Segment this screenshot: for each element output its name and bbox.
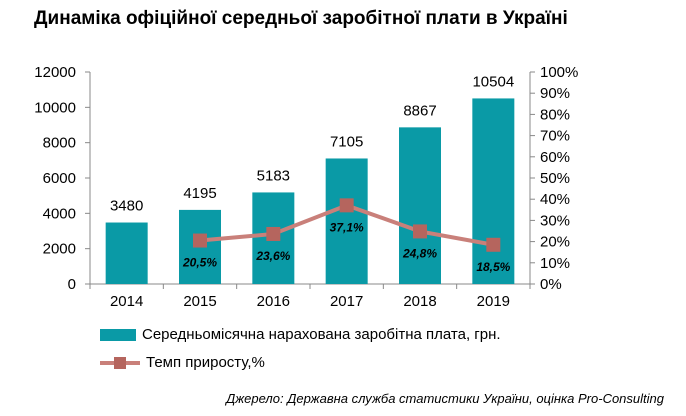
growth-rate-label: 24,8% (402, 246, 437, 260)
y-right-tick-label: 10% (540, 255, 570, 272)
source-note: Джерело: Державна служба статистики Укра… (226, 391, 664, 406)
y-right-tick-label: 50% (540, 170, 570, 187)
y-right-tick-label: 100% (540, 64, 578, 81)
chart-title: Динаміка офіційної середньої заробітної … (34, 8, 568, 29)
y-left-tick-label: 4000 (43, 205, 76, 222)
legend-item-growth: Темп приросту,% (100, 354, 265, 371)
y-right-tick-label: 80% (540, 106, 570, 123)
growth-rate-marker (413, 224, 427, 239)
bar-value-label: 10504 (472, 73, 514, 90)
growth-rate-label: 23,6% (255, 249, 290, 263)
legend-label-salary: Середньомісячна нарахована заробітна пла… (142, 326, 501, 343)
y-left-tick-label: 2000 (43, 241, 76, 258)
growth-rate-marker (193, 233, 207, 248)
growth-rate-label: 20,5% (182, 256, 217, 270)
legend-swatch-bar (100, 328, 136, 341)
y-left-tick-label: 8000 (43, 135, 76, 152)
legend-item-salary: Середньомісячна нарахована заробітна пла… (100, 326, 501, 343)
y-right-tick-label: 30% (540, 212, 570, 229)
bar-value-label: 8867 (403, 102, 436, 119)
x-tick-label: 2017 (330, 293, 363, 310)
y-left-tick-label: 6000 (43, 170, 76, 187)
y-right-tick-label: 0% (540, 276, 562, 293)
growth-rate-marker (266, 226, 281, 241)
legend-swatch-line (100, 356, 140, 370)
growth-rate-marker (486, 237, 501, 252)
bar-value-label: 7105 (330, 133, 363, 150)
x-tick-label: 2015 (183, 293, 216, 310)
x-tick-label: 2014 (110, 293, 143, 310)
growth-rate-label: 37,1% (330, 220, 364, 234)
y-right-tick-label: 40% (540, 191, 570, 208)
y-left-tick-label: 0 (68, 276, 76, 293)
bar-2014 (105, 222, 148, 284)
y-right-tick-label: 90% (540, 85, 570, 102)
bar-2017 (325, 158, 368, 284)
x-tick-label: 2019 (477, 293, 510, 310)
bar-value-label: 5183 (257, 167, 290, 184)
y-right-tick-label: 70% (540, 128, 570, 145)
x-tick-label: 2018 (403, 293, 436, 310)
bar-value-label: 3480 (110, 198, 143, 215)
y-left-tick-label: 12000 (34, 64, 76, 81)
y-right-tick-label: 60% (540, 149, 570, 166)
bar-2018 (399, 127, 441, 284)
growth-rate-marker (339, 198, 354, 213)
x-tick-label: 2016 (257, 293, 290, 310)
bar-2019 (472, 98, 515, 284)
y-left-tick-label: 10000 (34, 99, 76, 116)
bar-value-label: 4195 (183, 185, 216, 202)
y-right-tick-label: 20% (540, 234, 570, 251)
growth-rate-label: 18,5% (476, 260, 510, 274)
legend-label-growth: Темп приросту,% (146, 354, 265, 371)
